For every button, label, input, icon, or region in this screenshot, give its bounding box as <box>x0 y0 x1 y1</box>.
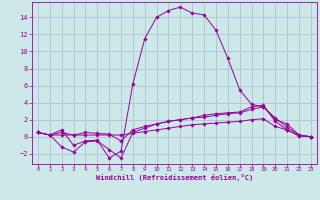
X-axis label: Windchill (Refroidissement éolien,°C): Windchill (Refroidissement éolien,°C) <box>96 174 253 181</box>
